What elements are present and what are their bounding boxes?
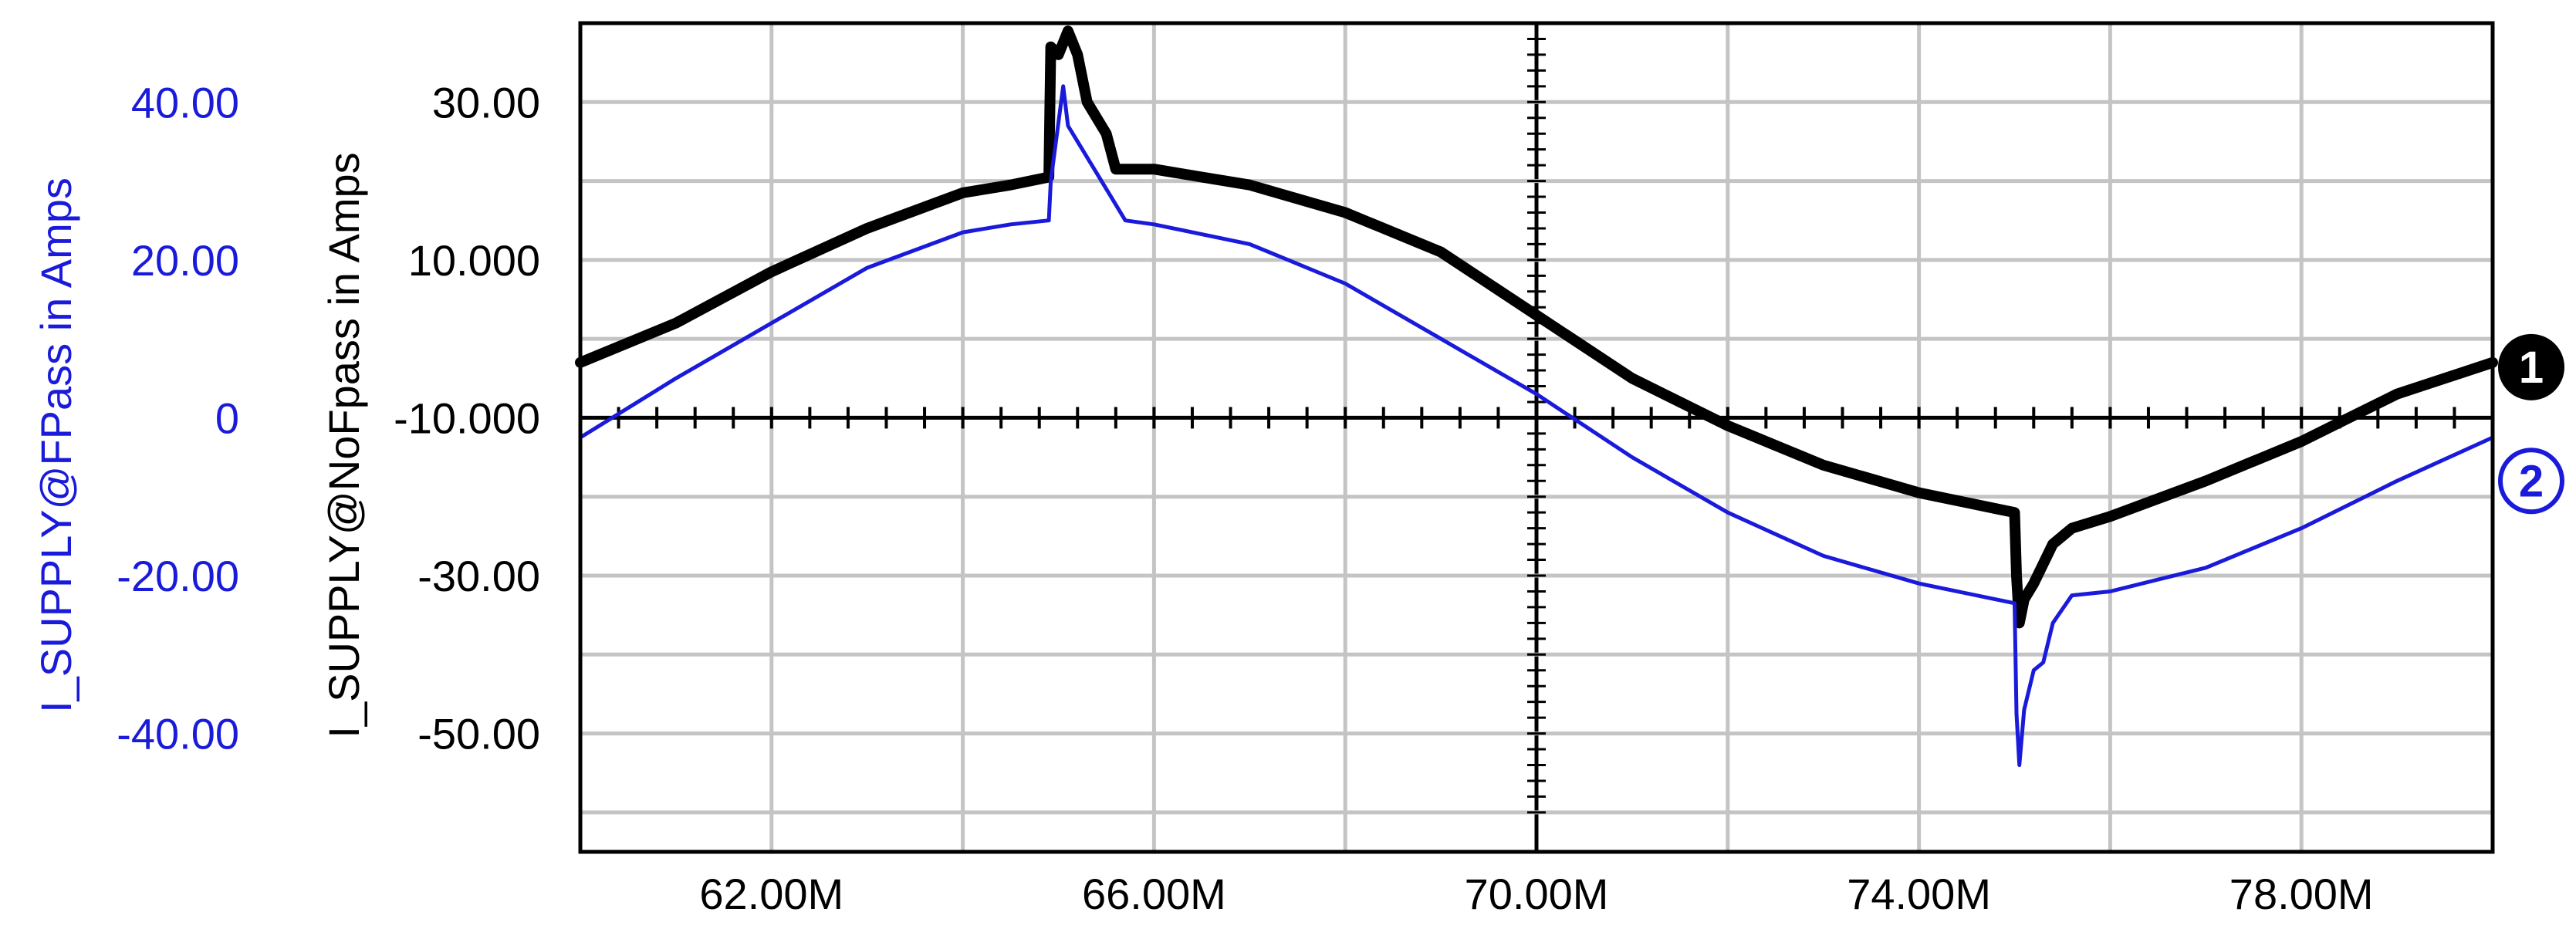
series-layer	[575, 25, 2498, 767]
series-line-1	[575, 25, 2498, 629]
series-line-2	[578, 84, 2495, 767]
y-axis-title-outer: I_SUPPLY@FPass in Amps	[32, 177, 80, 713]
y-tick-label-inner: 30.00	[432, 78, 540, 127]
x-tick-labels: 62.00M 66.00M 70.00M 74.00M 78.00M	[699, 870, 2373, 918]
y-tick-label-inner: -50.00	[418, 710, 540, 758]
series-markers: 12	[2498, 333, 2564, 515]
series-marker-label-2: 2	[2519, 456, 2544, 506]
y-tick-label-outer: 0	[215, 394, 239, 442]
x-tick-label: 70.00M	[1465, 870, 1609, 918]
y-tick-label-inner: 10.000	[408, 236, 540, 285]
y-tick-label-outer: -20.00	[117, 552, 239, 600]
x-tick-label: 62.00M	[699, 870, 843, 918]
y-tick-labels-inner: 30.00 10.000 -10.000 -30.00 -50.00	[394, 78, 540, 758]
y-tick-labels-outer: 40.00 20.00 0 -20.00 -40.00	[117, 78, 239, 758]
y-axis-title-inner: I_SUPPLY@NoFpass in Amps	[319, 152, 368, 738]
y-tick-label-outer: -40.00	[117, 710, 239, 758]
series-marker-label-1: 1	[2519, 343, 2544, 393]
y-tick-label-inner: -30.00	[418, 552, 540, 600]
y-tick-label-outer: 40.00	[131, 78, 239, 127]
series-marker-1	[2498, 333, 2564, 400]
x-tick-label: 74.00M	[1847, 870, 1991, 918]
grid-lines	[580, 23, 2493, 852]
plot-frame	[578, 21, 2495, 854]
y-tick-label-outer: 20.00	[131, 236, 239, 285]
zero-axis	[580, 37, 2493, 814]
series-marker-2	[2498, 448, 2564, 515]
y-tick-label-inner: -10.000	[394, 394, 540, 442]
x-tick-label: 66.00M	[1082, 870, 1226, 918]
x-tick-label: 78.00M	[2229, 870, 2374, 918]
